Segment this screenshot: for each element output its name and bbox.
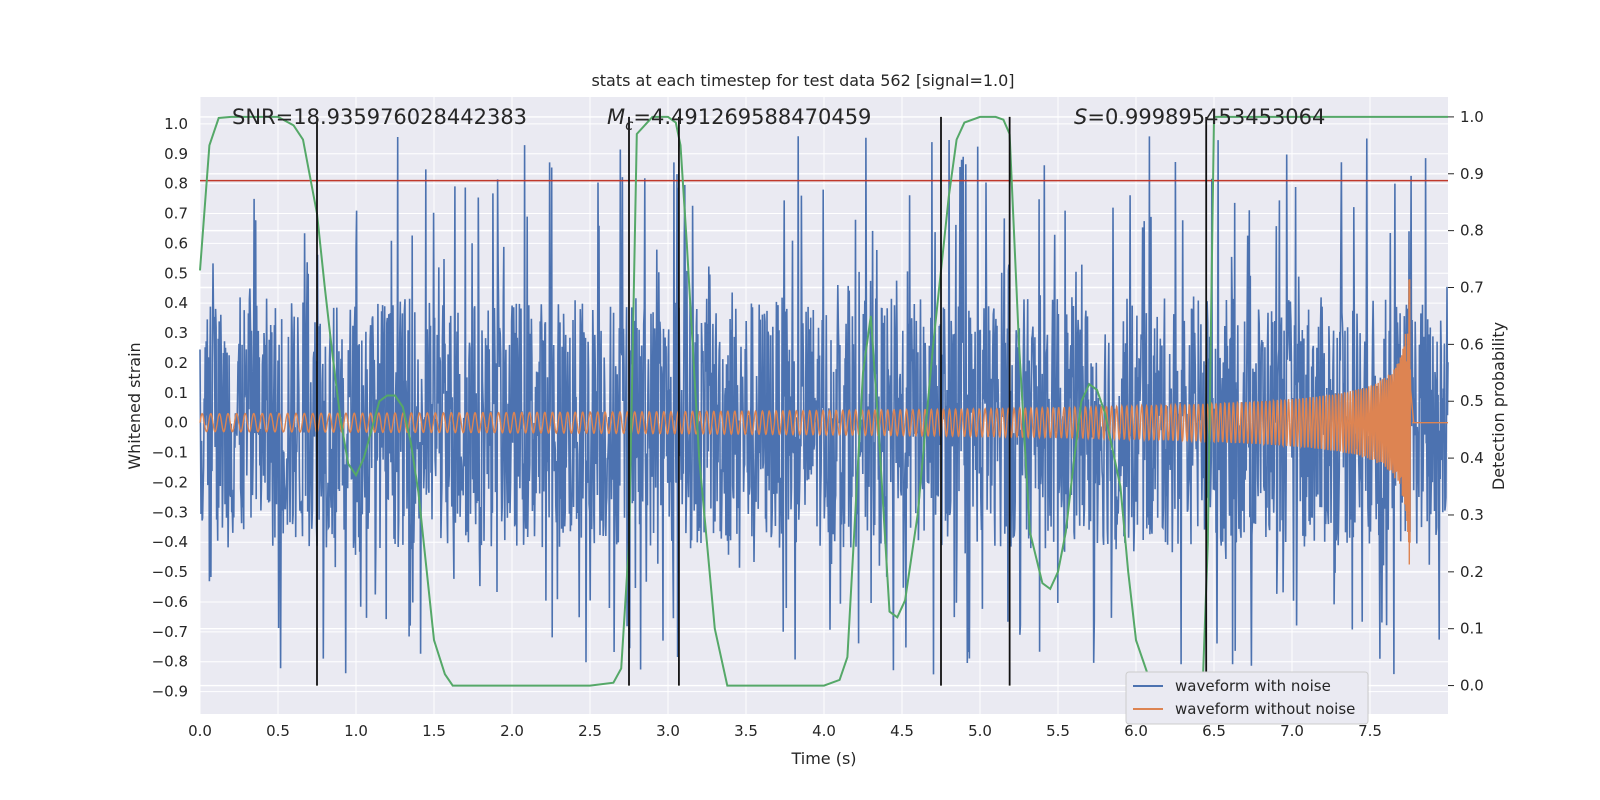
- y-tick-label: −0.5: [152, 563, 188, 581]
- y-tick-label: 1.0: [164, 115, 188, 133]
- y-tick-label: 0.8: [164, 175, 188, 193]
- s-annotation: S=0.999895453453064: [1074, 105, 1325, 129]
- x-tick-label: 1.5: [422, 722, 446, 740]
- x-tick-labels: 0.0 0.5 1.0 1.5 2.0 2.5 3.0 3.5 4.0 4.5 5.0 5.5 6.0 6…: [188, 722, 1382, 740]
- chirp-mass-value: =4.491269588470459: [633, 105, 871, 129]
- y2-tick-label: 0.2: [1460, 563, 1484, 581]
- y-tick-label: 0.7: [164, 205, 188, 223]
- y2-tick-label: 0.1: [1460, 620, 1484, 638]
- x-tick-label: 1.0: [344, 722, 368, 740]
- y-tick-label: −0.4: [152, 533, 188, 551]
- x-tick-label: 0.0: [188, 722, 212, 740]
- probability-line: [199, 115, 1448, 722]
- x-tick-label: 7.0: [1280, 722, 1304, 740]
- x-tick-label: 7.5: [1358, 722, 1382, 740]
- chart-title: stats at each timestep for test data 562…: [591, 71, 1014, 90]
- y-tick-label: −0.2: [152, 473, 188, 491]
- chirp-mass-symbol: M: [607, 105, 625, 129]
- y-tick-label: −0.9: [152, 683, 188, 701]
- y-tick-label: 0.5: [164, 264, 188, 282]
- y-tick-label: 0.2: [164, 354, 188, 372]
- x-tick-label: 3.0: [656, 722, 680, 740]
- y2-tick-label: 0.7: [1460, 279, 1484, 297]
- vertical-markers: [316, 116, 1208, 686]
- y-axis-label: Whitened strain: [125, 342, 144, 469]
- y2-tick-label: 1.0: [1460, 108, 1484, 126]
- x-tick-label: 5.0: [968, 722, 992, 740]
- s-symbol: S: [1074, 105, 1087, 129]
- y-tick-label: 0.1: [164, 384, 188, 402]
- s-value: =0.999895453453064: [1087, 105, 1325, 129]
- y-tick-label: −0.1: [152, 444, 188, 462]
- x-tick-label: 6.5: [1202, 722, 1226, 740]
- chirp-mass-annotation: Mc=4.491269588470459: [607, 105, 871, 134]
- legend-label-clean: waveform without noise: [1175, 700, 1355, 718]
- y-tick-label: −0.8: [152, 653, 188, 671]
- x-tick-label: 4.5: [890, 722, 914, 740]
- y-tick-label: 0.6: [164, 234, 188, 252]
- x-tick-label: 3.5: [734, 722, 758, 740]
- y2-tick-label: 0.5: [1460, 392, 1484, 410]
- y2-tick-label: 0.3: [1460, 506, 1484, 524]
- y2-tick-label: 0.6: [1460, 335, 1484, 353]
- y-tick-labels: 1.0 0.9 0.8 0.7 0.6 0.5 0.4 0.3 0.2 0.1 0.0 −0.1 −0.…: [152, 115, 188, 701]
- y2-tick-label: 0.9: [1460, 165, 1484, 183]
- y2-tick-label: 0.0: [1460, 677, 1484, 695]
- snr-annotation: SNR=18.935976028442383: [232, 105, 527, 129]
- x-tick-label: 5.5: [1046, 722, 1070, 740]
- y-tick-label: 0.4: [164, 294, 188, 312]
- series-detection-probability: [199, 115, 1448, 722]
- y-tick-label: −0.3: [152, 503, 188, 521]
- x-tick-label: 0.5: [266, 722, 290, 740]
- y2-axis-label: Detection probability: [1489, 322, 1508, 490]
- x-tick-label: 2.0: [500, 722, 524, 740]
- y2-tick-label: 0.8: [1460, 222, 1484, 240]
- x-axis-label: Time (s): [790, 749, 856, 768]
- x-tick-label: 6.0: [1124, 722, 1148, 740]
- y2-tick-labels: 1.0 0.9 0.8 0.7 0.6 0.5 0.4 0.3 0.2 0.1 0.0: [1448, 108, 1484, 695]
- x-tick-label: 2.5: [578, 722, 602, 740]
- y-tick-label: −0.7: [152, 623, 188, 641]
- x-tick-label: 4.0: [812, 722, 836, 740]
- chirp-mass-subscript: c: [625, 116, 634, 134]
- y-tick-label: 0.9: [164, 145, 188, 163]
- y-tick-label: 0.0: [164, 414, 188, 432]
- y-tick-label: 0.3: [164, 324, 188, 342]
- legend: waveform with noise waveform without noi…: [1125, 671, 1369, 725]
- y-tick-label: −0.6: [152, 593, 188, 611]
- legend-box: [1125, 671, 1369, 725]
- legend-label-noise: waveform with noise: [1175, 677, 1331, 695]
- y2-tick-label: 0.4: [1460, 449, 1484, 467]
